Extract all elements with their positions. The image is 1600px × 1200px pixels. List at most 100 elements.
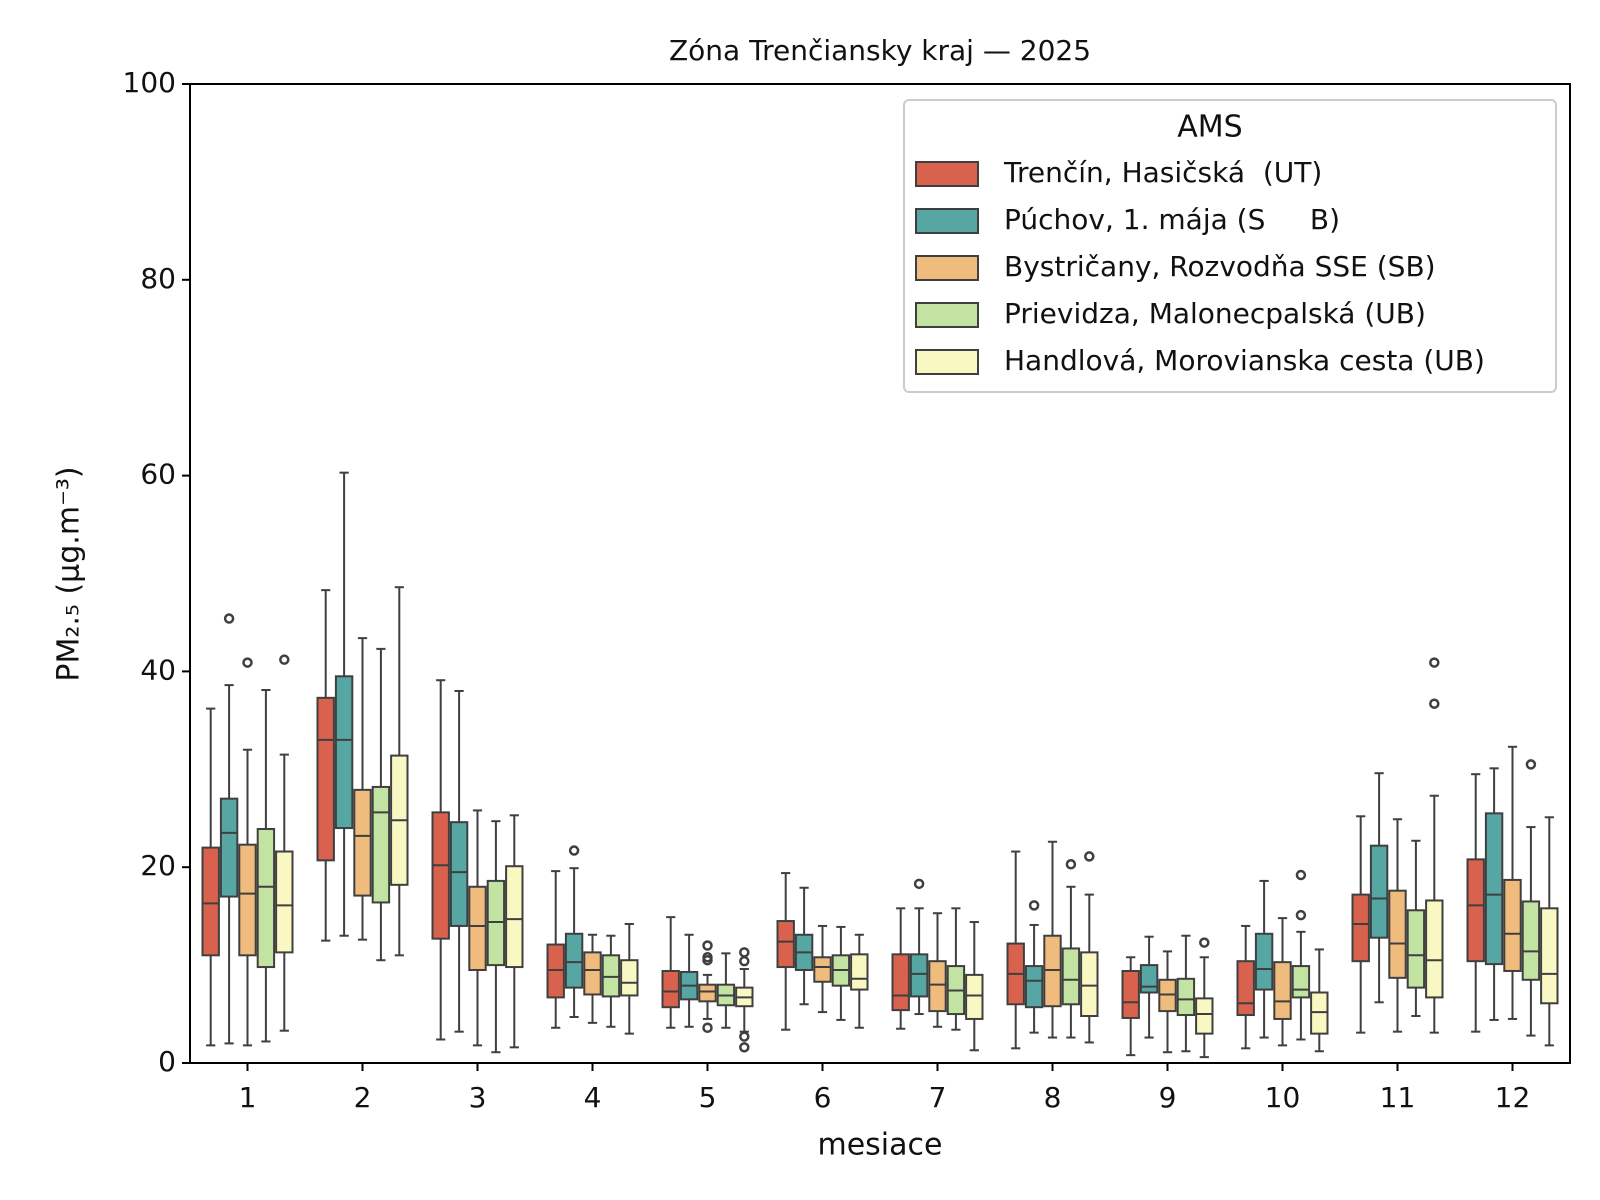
box-group bbox=[1466, 773, 1485, 1033]
box bbox=[371, 785, 391, 904]
box bbox=[776, 920, 795, 969]
box bbox=[334, 675, 354, 830]
box-group bbox=[275, 654, 294, 1032]
box bbox=[1176, 977, 1196, 1017]
x-tick-label: 10 bbox=[1265, 1081, 1301, 1114]
legend-swatch bbox=[915, 302, 979, 328]
legend-swatch bbox=[915, 161, 979, 187]
x-tick-label: 3 bbox=[469, 1081, 487, 1114]
box bbox=[1369, 844, 1389, 939]
outlier bbox=[739, 947, 750, 958]
box-group bbox=[468, 809, 487, 1047]
box-group bbox=[909, 878, 929, 1016]
legend-label: Trenčín, Hasičská (UT) bbox=[1003, 156, 1322, 189]
box-group bbox=[831, 925, 851, 1021]
box-group bbox=[1139, 935, 1159, 1039]
box bbox=[468, 885, 487, 971]
x-tick-label: 12 bbox=[1495, 1081, 1531, 1114]
box-group bbox=[1254, 879, 1274, 1039]
box bbox=[1195, 997, 1214, 1035]
box bbox=[620, 959, 639, 997]
box-group bbox=[1406, 839, 1426, 1018]
box-group bbox=[1121, 956, 1140, 1057]
box bbox=[1024, 965, 1044, 1009]
outlier bbox=[739, 1042, 750, 1053]
outlier bbox=[1084, 851, 1095, 862]
box bbox=[891, 953, 910, 1012]
box-group bbox=[486, 820, 506, 1054]
x-tick-label: 8 bbox=[1044, 1081, 1062, 1114]
outlier bbox=[242, 657, 253, 668]
outlier bbox=[568, 845, 580, 856]
plot-frame bbox=[189, 83, 1571, 1064]
box bbox=[1254, 932, 1274, 991]
box-group bbox=[201, 707, 220, 1047]
legend-label: Bystričany, Rozvodňa SSE (SB) bbox=[1004, 250, 1436, 283]
box bbox=[1406, 909, 1426, 989]
outlier bbox=[739, 1031, 750, 1042]
box-group bbox=[449, 689, 469, 1033]
box-group bbox=[238, 657, 257, 1047]
box bbox=[449, 821, 469, 927]
box-group bbox=[965, 921, 984, 1052]
box bbox=[1139, 964, 1159, 994]
x-tick-label: 4 bbox=[584, 1081, 602, 1114]
y-tick-label: 100 bbox=[123, 66, 176, 99]
x-tick-label: 5 bbox=[699, 1081, 717, 1114]
box bbox=[1273, 961, 1292, 1020]
outlier bbox=[223, 613, 235, 624]
box bbox=[583, 951, 602, 996]
outlier bbox=[739, 955, 750, 967]
box bbox=[1388, 889, 1407, 979]
box bbox=[1291, 965, 1311, 999]
box-group bbox=[1006, 850, 1025, 1050]
legend-label: Prievidza, Malonecpalská (UB) bbox=[1004, 297, 1426, 330]
box-group bbox=[1043, 840, 1062, 1039]
box-group bbox=[661, 916, 680, 1029]
box-group bbox=[1080, 851, 1099, 1044]
box-group bbox=[1521, 759, 1541, 1037]
outlier bbox=[702, 940, 713, 951]
box bbox=[353, 788, 372, 897]
outlier bbox=[1065, 859, 1077, 870]
box-group bbox=[716, 952, 736, 1029]
legend-swatch bbox=[915, 255, 979, 281]
box-group bbox=[850, 933, 869, 1029]
box bbox=[928, 960, 947, 1013]
y-tick-label: 20 bbox=[140, 849, 176, 882]
box-group bbox=[390, 586, 409, 957]
x-tick-label: 1 bbox=[239, 1081, 257, 1114]
box-group bbox=[256, 689, 276, 1043]
outlier bbox=[702, 952, 713, 963]
box-group bbox=[583, 933, 602, 1024]
box bbox=[1503, 878, 1522, 972]
x-tick-label: 2 bbox=[354, 1081, 372, 1114]
box-group bbox=[813, 924, 832, 1014]
box-group bbox=[601, 934, 621, 1028]
outlier bbox=[1028, 900, 1040, 911]
legend-swatch bbox=[915, 208, 979, 234]
box-group bbox=[1484, 767, 1504, 1021]
y-tick-label: 40 bbox=[140, 653, 176, 686]
box bbox=[661, 969, 680, 1009]
box-group bbox=[698, 940, 717, 1034]
box-group bbox=[1291, 869, 1311, 1041]
box bbox=[256, 828, 276, 969]
x-tick-label: 11 bbox=[1380, 1081, 1416, 1114]
box-group bbox=[1388, 818, 1407, 1033]
outlier bbox=[1295, 909, 1307, 921]
box-group bbox=[546, 870, 565, 1029]
y-tick-label: 80 bbox=[140, 262, 176, 295]
box bbox=[1080, 951, 1099, 1018]
box bbox=[316, 696, 335, 862]
box bbox=[1425, 899, 1444, 999]
outlier bbox=[702, 1022, 713, 1034]
box-group bbox=[794, 886, 814, 1006]
box bbox=[1540, 907, 1559, 1005]
outlier bbox=[1429, 698, 1440, 709]
box-group bbox=[891, 907, 910, 1030]
legend-frame bbox=[903, 99, 1557, 393]
box-group bbox=[1540, 816, 1559, 1047]
box bbox=[564, 932, 584, 989]
